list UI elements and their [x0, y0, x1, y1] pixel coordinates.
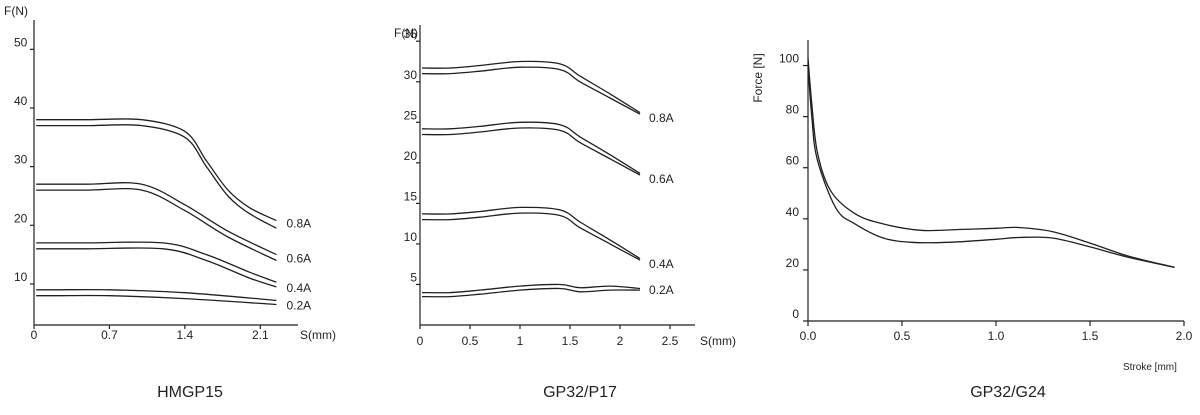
x-tick-label: 0.0 [800, 329, 817, 343]
x-tick-label: 0.7 [101, 328, 118, 342]
series-line [421, 287, 641, 298]
chart-gp32-g24: Force [N] Stroke [mm] 0.0 0.5 1.0 1.5 2.0 0 20 40… [751, 40, 1193, 401]
y-tick-label: 10 [404, 230, 418, 244]
chart-hmgp15: F(N) S(mm) 0 0.7 1.4 2.1 10 20 30 40 50 0.8A 0.6A 0.4… [4, 4, 336, 401]
series-line [807, 57, 1175, 269]
y-tick-label: 10 [14, 270, 28, 284]
chart-gp32-p17: F(N) S(mm) 0 0.5 1 1.5 2 2.5 5 10 15 20 25 30 35 0.8A 0.… [394, 25, 736, 401]
series-line [807, 65, 1175, 269]
chart-caption: GP32/P17 [543, 384, 617, 401]
y-tick-label: 20 [14, 211, 28, 225]
y-tick-label: 40 [786, 205, 800, 219]
series-end-label: 0.6A [286, 252, 311, 266]
x-tick-label: 2.0 [1176, 329, 1193, 343]
y-tick-label: 35 [404, 27, 418, 41]
y-tick-label: 40 [14, 94, 28, 108]
series-line [421, 283, 641, 294]
chart-caption: GP32/G24 [970, 384, 1046, 401]
x-tick-label: 2 [617, 334, 624, 348]
x-tick-label: 0 [417, 334, 424, 348]
series-end-label: 0.2A [286, 299, 311, 313]
x-tick-label: 1.0 [988, 329, 1005, 343]
x-tick-label: 2.5 [662, 334, 679, 348]
x-axis-label: Stroke [mm] [1123, 362, 1177, 373]
y-tick-label: 50 [14, 35, 28, 49]
y-tick-label: 100 [779, 52, 799, 66]
y-tick-label: 30 [14, 153, 28, 167]
series-line [36, 247, 277, 288]
series-line [36, 187, 277, 262]
x-tick-label: 0.5 [462, 334, 479, 348]
y-axis-label: Force [N] [751, 53, 765, 102]
x-tick-label: 1 [517, 334, 524, 348]
series-line [36, 288, 277, 302]
series-line [421, 212, 641, 261]
y-tick-label: 20 [786, 256, 800, 270]
series-line [36, 124, 277, 229]
y-axis-label: F(N) [394, 26, 418, 40]
series-end-label: 0.4A [649, 257, 674, 271]
y-tick-label: 0 [792, 307, 799, 321]
x-tick-label: 2.1 [252, 328, 269, 342]
series-line [421, 206, 641, 260]
y-tick-label: 20 [404, 149, 418, 163]
y-tick-label: 30 [404, 68, 418, 82]
series-line [36, 294, 277, 306]
series-line [36, 241, 277, 283]
series-line [421, 121, 641, 174]
series-line [36, 182, 277, 256]
x-tick-label: 1.5 [562, 334, 579, 348]
chart-caption: HMGP15 [157, 384, 223, 401]
series-end-label: 0.6A [649, 172, 674, 186]
series-end-label: 0.4A [286, 281, 311, 295]
series-end-label: 0.8A [286, 217, 311, 231]
series-end-label: 0.2A [649, 283, 674, 297]
series-end-label: 0.8A [649, 111, 674, 125]
x-axis-label: S(mm) [700, 334, 736, 348]
y-tick-label: 25 [404, 108, 418, 122]
x-tick-label: 0 [31, 328, 38, 342]
y-tick-label: 5 [410, 270, 417, 284]
y-tick-label: 15 [404, 189, 418, 203]
y-tick-label: 60 [786, 154, 800, 168]
series-line [421, 60, 641, 114]
series-line [421, 66, 641, 115]
x-tick-label: 0.5 [894, 329, 911, 343]
x-axis-label: S(mm) [300, 328, 336, 342]
series-line [36, 118, 277, 222]
series-line [421, 127, 641, 176]
y-tick-label: 80 [786, 103, 800, 117]
x-tick-label: 1.5 [1082, 329, 1099, 343]
x-tick-label: 1.4 [177, 328, 194, 342]
y-axis-label: F(N) [4, 4, 28, 18]
